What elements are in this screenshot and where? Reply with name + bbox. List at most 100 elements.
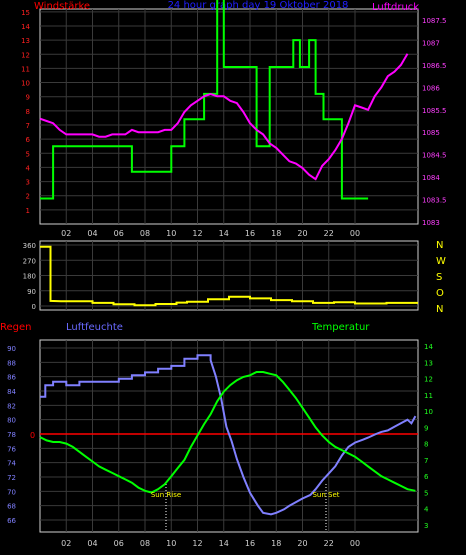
pressure-axis-tick: 1083.5: [422, 196, 447, 204]
temperature-axis-tick: 6: [424, 473, 429, 481]
compass-label: N: [436, 304, 443, 315]
compass-label: S: [436, 272, 442, 283]
wind-axis-tick: 4: [26, 164, 31, 172]
header-pressure-label: Luftdruck: [372, 2, 419, 13]
wind-axis-tick: 9: [26, 94, 30, 102]
sunrise-label: Sun Rise: [151, 491, 181, 499]
rain-label: Regen: [0, 322, 32, 333]
direction-axis-tick: 180: [23, 273, 36, 281]
top-x-tick: 12: [192, 229, 202, 238]
temperature-axis-tick: 5: [424, 489, 428, 497]
temperature-axis-tick: 9: [424, 424, 428, 432]
bottom-x-tick: 00: [350, 539, 360, 548]
wind-axis-tick: 10: [21, 80, 30, 88]
header-title: 24 hour graph day 19 Oktober 2018: [168, 0, 349, 11]
top-x-tick: 10: [166, 229, 176, 238]
wind-axis-tick: 3: [26, 179, 30, 187]
temperature-axis-tick: 12: [424, 376, 433, 384]
compass-label: N: [436, 240, 443, 251]
compass-label: W: [436, 256, 446, 267]
pressure-line: [39, 53, 409, 181]
direction-axis-tick: 270: [23, 257, 36, 265]
humidity-axis-tick: 82: [7, 402, 16, 410]
humidity-axis-tick: 88: [7, 359, 16, 367]
wind-axis-tick: 8: [26, 108, 30, 116]
wind-axis-tick: 14: [21, 23, 30, 31]
bottom-x-tick: 22: [324, 539, 334, 548]
top-panel-frame: [39, 8, 419, 225]
temperature-axis-tick: 10: [424, 408, 433, 416]
wind-axis-tick: 12: [21, 51, 30, 59]
wind-axis-tick: 15: [21, 9, 30, 17]
wind-axis-tick: 11: [21, 65, 30, 73]
temperature-axis-tick: 3: [424, 522, 428, 530]
bottom-x-tick: 10: [166, 539, 176, 548]
humidity-axis-tick: 76: [7, 445, 16, 453]
top-x-tick: 06: [114, 229, 124, 238]
pressure-axis-tick: 1086.5: [422, 62, 447, 70]
bottom-x-tick: 08: [140, 539, 150, 548]
temperature-axis-tick: 8: [424, 441, 428, 449]
humidity-axis-tick: 74: [7, 460, 16, 468]
humidity-line: [40, 354, 417, 516]
humidity-axis-tick: 68: [7, 503, 16, 511]
pressure-axis-tick: 1083: [422, 219, 440, 227]
pressure-axis-tick: 1085.5: [422, 107, 447, 115]
bottom-x-tick: 16: [245, 539, 255, 548]
top-grid: [40, 9, 418, 224]
humidity-label: Luftfeuchte: [66, 322, 123, 333]
top-x-tick: 00: [350, 229, 360, 238]
sunset-label: Sun Set: [312, 491, 339, 499]
humidity-axis-tick: 90: [7, 345, 16, 353]
top-x-tick: 02: [61, 229, 71, 238]
temperature-line: [39, 371, 416, 494]
humidity-axis-tick: 78: [7, 431, 16, 439]
bottom-x-tick: 06: [114, 539, 124, 548]
top-x-tick: 20: [297, 229, 307, 238]
wind-axis-tick: 5: [26, 150, 30, 158]
bottom-x-tick: 14: [219, 539, 229, 548]
humidity-axis-tick: 66: [7, 517, 16, 525]
humidity-axis-tick: 72: [7, 474, 16, 482]
temperature-label: Temperatur: [311, 322, 370, 333]
bottom-x-tick: 02: [61, 539, 71, 548]
humidity-axis-tick: 86: [7, 374, 16, 382]
humidity-axis-tick: 84: [7, 388, 16, 396]
wind-axis-tick: 7: [26, 122, 30, 130]
temperature-axis-tick: 13: [424, 359, 433, 367]
top-x-tick: 08: [140, 229, 150, 238]
humidity-axis-tick: 70: [7, 488, 16, 496]
bottom-x-tick: 12: [192, 539, 202, 548]
direction-grid: [40, 241, 418, 310]
pressure-axis-tick: 1086: [422, 84, 440, 92]
top-x-tick: 04: [87, 229, 97, 238]
pressure-axis-tick: 1087.5: [422, 17, 447, 25]
top-x-tick: 14: [219, 229, 229, 238]
top-x-tick: 22: [324, 229, 334, 238]
direction-axis-tick: 360: [23, 242, 36, 250]
wind-axis-tick: 1: [26, 207, 30, 215]
header-wind-label: Windstärke: [34, 1, 90, 12]
humidity-axis-tick: 80: [7, 417, 16, 425]
top-x-tick: 18: [271, 229, 281, 238]
wind-speed-line: [40, 0, 369, 200]
pressure-axis-tick: 1085: [422, 129, 440, 137]
bottom-panel-frame: [39, 339, 419, 533]
pressure-axis-tick: 1084: [422, 174, 440, 182]
direction-axis-tick: 0: [32, 303, 36, 311]
temperature-axis-tick: 14: [424, 343, 433, 351]
temperature-axis-tick: 4: [424, 506, 429, 514]
bottom-x-tick: 04: [87, 539, 97, 548]
compass-label: O: [436, 288, 444, 299]
bottom-x-tick: 20: [297, 539, 307, 548]
temperature-axis-tick: 11: [424, 392, 433, 400]
pressure-axis-tick: 1084.5: [422, 152, 447, 160]
rain-zero-label: 0: [30, 431, 35, 440]
wind-axis-tick: 13: [21, 37, 30, 45]
wind-direction-line: [40, 245, 418, 307]
pressure-axis-tick: 1087: [422, 40, 440, 48]
temperature-axis-tick: 7: [424, 457, 428, 465]
wind-axis-tick: 6: [26, 136, 31, 144]
top-x-tick: 16: [245, 229, 255, 238]
